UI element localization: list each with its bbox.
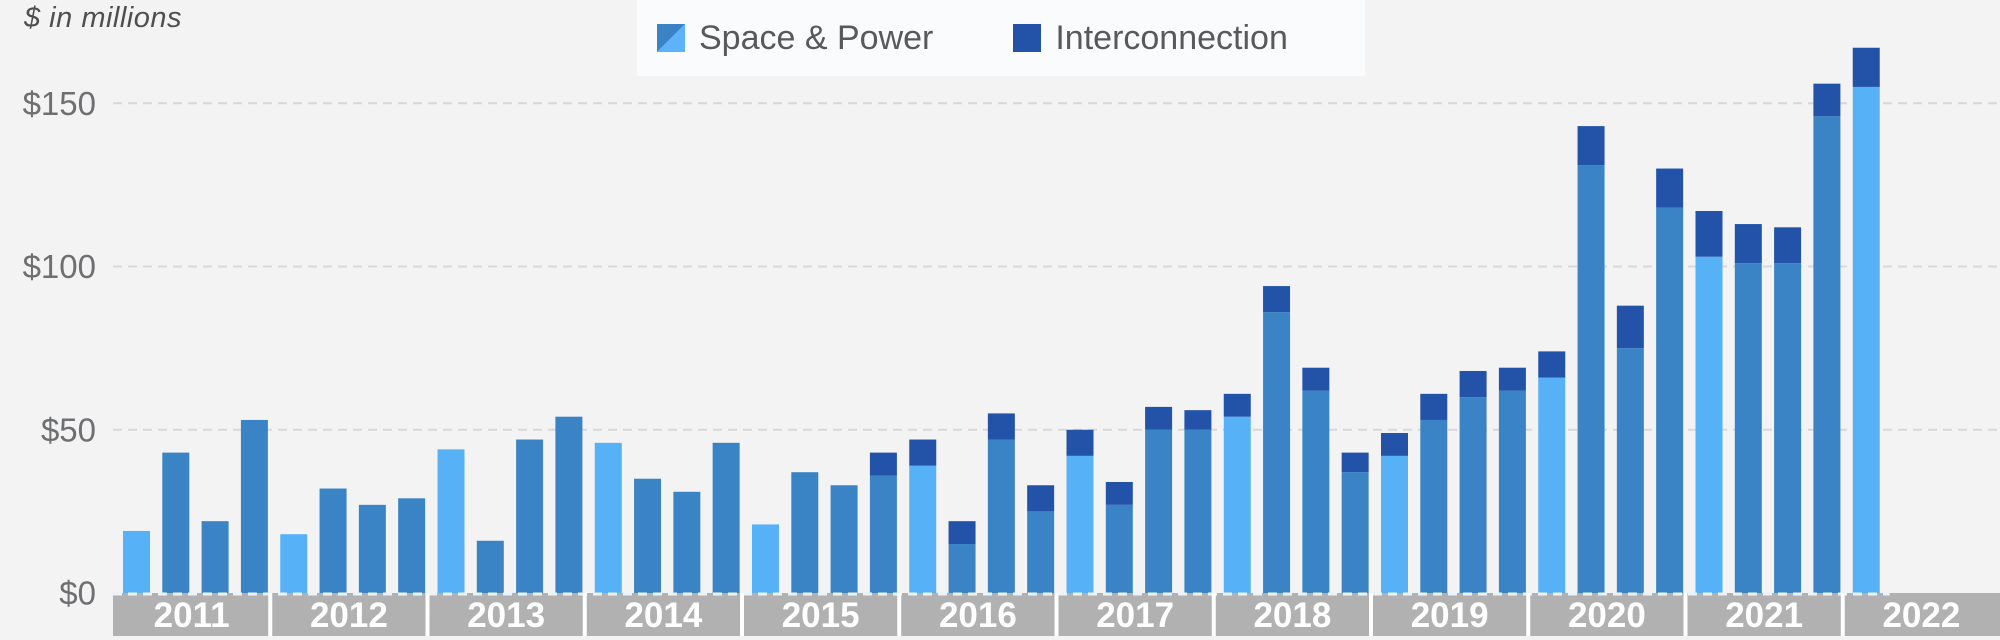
bar-interconnection-2021-Q4	[1813, 83, 1841, 117]
bar-space-power-2019-Q3	[1459, 397, 1487, 593]
bar-space-power-2016-Q3	[987, 439, 1015, 593]
bar-interconnection-2021-Q1	[1695, 210, 1723, 257]
bar-space-power-2013-Q4	[555, 416, 583, 593]
bar-space-power-2013-Q2	[476, 540, 504, 593]
bar-interconnection-2016-Q3	[987, 413, 1015, 440]
x-axis-year-label-2018: 2018	[1253, 596, 1331, 635]
bar-space-power-2016-Q2	[948, 544, 976, 593]
bar-space-power-2015-Q1	[752, 524, 779, 593]
y-tick-label: $0	[59, 575, 96, 612]
bar-interconnection-2015-Q4	[869, 452, 897, 476]
bar-interconnection-2017-Q3	[1145, 406, 1173, 430]
bar-space-power-2011-Q3	[201, 521, 229, 593]
bar-interconnection-2016-Q2	[948, 521, 976, 545]
bar-space-power-2020-Q1	[1538, 377, 1566, 593]
bar-interconnection-2021-Q2	[1734, 224, 1762, 264]
bar-space-power-2018-Q4	[1341, 472, 1369, 593]
bar-space-power-2018-Q1	[1223, 416, 1251, 593]
bar-interconnection-2020-Q3	[1616, 305, 1644, 349]
bar-space-power-2021-Q3	[1774, 263, 1802, 593]
bar-space-power-2019-Q4	[1498, 390, 1526, 593]
bar-space-power-2017-Q4	[1184, 429, 1212, 593]
legend-item-space-power: Space & Power	[657, 19, 933, 58]
y-tick-label: $100	[23, 248, 96, 285]
bar-space-power-2018-Q3	[1302, 390, 1330, 593]
bar-interconnection-2019-Q2	[1420, 393, 1448, 420]
bar-space-power-2019-Q1	[1381, 455, 1408, 593]
bar-space-power-2011-Q2	[162, 452, 190, 593]
bar-space-power-2019-Q2	[1420, 419, 1448, 593]
x-axis-year-label-2017: 2017	[1096, 596, 1174, 635]
bar-space-power-2011-Q4	[240, 419, 268, 593]
bar-interconnection-2018-Q4	[1341, 452, 1369, 473]
bar-space-power-2012-Q2	[319, 488, 347, 593]
bar-space-power-2021-Q1	[1695, 256, 1723, 593]
x-axis-year-label-2013: 2013	[467, 596, 545, 635]
bar-space-power-2017-Q2	[1105, 504, 1133, 593]
bar-space-power-2021-Q2	[1734, 263, 1762, 593]
bar-interconnection-2016-Q1	[909, 439, 937, 466]
bar-space-power-2013-Q3	[516, 439, 544, 593]
x-axis-year-label-2012: 2012	[310, 596, 388, 635]
bar-interconnection-2019-Q3	[1459, 370, 1487, 398]
space-power-swatch-icon	[657, 24, 685, 52]
bar-space-power-2018-Q2	[1263, 312, 1291, 593]
bar-space-power-2022-Q1	[1852, 86, 1880, 594]
bar-space-power-2014-Q2	[634, 478, 662, 593]
bar-interconnection-2020-Q1	[1538, 351, 1566, 378]
y-tick-label: $50	[41, 411, 96, 448]
legend: Space & Power Interconnection	[637, 0, 1365, 76]
x-axis-year-label-2011: 2011	[154, 596, 230, 635]
x-axis-year-label-2020: 2020	[1568, 596, 1646, 635]
bar-space-power-2014-Q1	[594, 442, 622, 593]
interconnection-swatch-icon	[1013, 24, 1042, 52]
bar-space-power-2017-Q3	[1145, 429, 1173, 593]
bar-interconnection-2020-Q2	[1577, 126, 1605, 166]
bar-space-power-2014-Q3	[673, 491, 701, 593]
bar-space-power-2013-Q1	[437, 449, 465, 593]
bar-space-power-2011-Q1	[123, 530, 150, 593]
x-axis-year-label-2021: 2021	[1725, 596, 1803, 635]
bar-space-power-2012-Q1	[280, 534, 308, 593]
bar-space-power-2012-Q3	[358, 504, 386, 593]
bar-interconnection-2022-Q1	[1852, 47, 1880, 87]
bar-interconnection-2021-Q3	[1774, 227, 1802, 264]
x-axis-year-label-2019: 2019	[1411, 596, 1489, 635]
y-tick-label: $150	[23, 85, 96, 122]
bar-space-power-2015-Q2	[791, 472, 819, 593]
bar-interconnection-2018-Q3	[1302, 367, 1330, 391]
x-axis-year-label-2015: 2015	[782, 596, 860, 635]
bar-space-power-2012-Q4	[398, 498, 426, 593]
bar-space-power-2016-Q1	[909, 465, 937, 593]
bar-interconnection-2020-Q4	[1656, 168, 1684, 208]
legend-item-interconnection: Interconnection	[1013, 19, 1288, 58]
bar-space-power-2020-Q3	[1616, 348, 1644, 593]
bar-space-power-2021-Q4	[1813, 116, 1841, 593]
bar-space-power-2015-Q4	[869, 475, 897, 593]
bar-interconnection-2016-Q4	[1027, 485, 1055, 512]
bar-interconnection-2018-Q1	[1223, 393, 1251, 417]
bar-interconnection-2017-Q4	[1184, 410, 1212, 430]
bar-interconnection-2019-Q1	[1381, 433, 1408, 456]
bar-space-power-2017-Q1	[1066, 455, 1094, 593]
bar-space-power-2015-Q3	[830, 485, 858, 593]
legend-label-space-power: Space & Power	[699, 18, 934, 57]
bar-interconnection-2019-Q4	[1498, 367, 1526, 391]
bar-space-power-2020-Q2	[1577, 165, 1605, 593]
bar-interconnection-2017-Q1	[1066, 429, 1094, 456]
bar-space-power-2020-Q4	[1656, 207, 1684, 594]
x-axis-year-label-2022: 2022	[1882, 596, 1960, 635]
x-axis-year-label-2014: 2014	[624, 596, 702, 635]
bar-space-power-2016-Q4	[1027, 511, 1055, 593]
axis-units-label: $ in millions	[24, 2, 182, 34]
bar-space-power-2014-Q4	[712, 442, 740, 593]
x-axis-year-label-2016: 2016	[939, 596, 1017, 635]
legend-label-interconnection: Interconnection	[1055, 18, 1288, 57]
bar-interconnection-2017-Q2	[1105, 481, 1133, 505]
bar-interconnection-2018-Q2	[1263, 286, 1291, 313]
